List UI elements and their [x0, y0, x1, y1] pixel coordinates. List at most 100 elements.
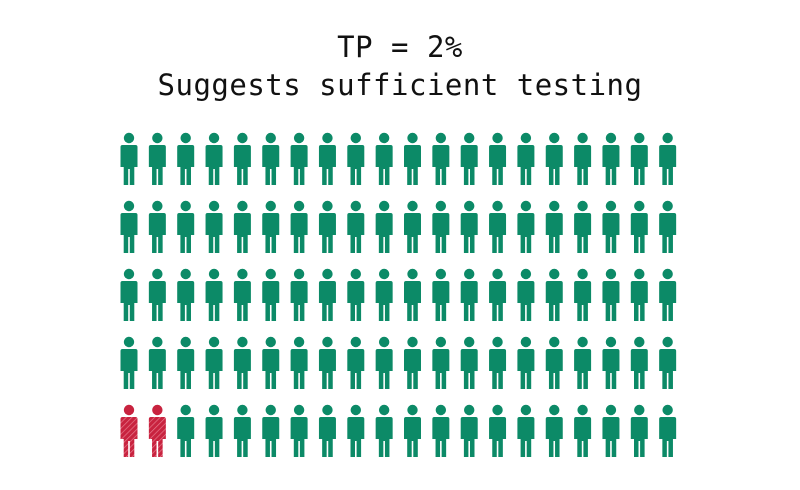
- person-icon: [375, 336, 393, 389]
- person-icon: [602, 336, 620, 389]
- person-icon: [404, 132, 421, 185]
- person-icon: [574, 336, 592, 389]
- person-icon: [262, 268, 280, 321]
- person-icon-highlighted: [120, 404, 138, 457]
- person-icon: [489, 404, 507, 457]
- person-icon: [262, 404, 280, 457]
- person-icon: [233, 132, 251, 185]
- person-icon: [432, 132, 450, 185]
- person-icon: [545, 200, 563, 253]
- person-icon: [318, 336, 336, 389]
- person-icon: [262, 336, 280, 389]
- person-icon: [205, 404, 223, 457]
- person-icon: [545, 404, 563, 457]
- person-icon: [375, 268, 393, 321]
- person-icon: [177, 268, 195, 321]
- person-icon-highlighted: [148, 404, 166, 457]
- person-icon: [659, 404, 677, 457]
- person-icon: [148, 132, 166, 185]
- person-icon: [205, 132, 223, 185]
- title-subtitle: Suggests sufficient testing: [157, 68, 643, 102]
- person-icon: [205, 200, 223, 253]
- person-icon: [120, 200, 138, 253]
- person-icon: [574, 268, 592, 321]
- person-icon: [347, 132, 365, 185]
- person-icon: [574, 200, 592, 253]
- person-icon: [545, 336, 563, 389]
- person-icon: [602, 132, 620, 185]
- person-icon: [489, 200, 507, 253]
- person-icon: [659, 336, 677, 389]
- person-icon: [318, 200, 336, 253]
- person-icon: [545, 268, 563, 321]
- person-icon: [489, 132, 507, 185]
- person-icon: [347, 336, 365, 389]
- person-icon: [460, 200, 478, 253]
- person-icon: [659, 268, 677, 321]
- person-icon: [404, 200, 421, 253]
- person-icon: [318, 132, 336, 185]
- person-icon: [262, 132, 280, 185]
- person-icon: [517, 336, 535, 389]
- person-icon: [120, 132, 138, 185]
- person-icon: [177, 404, 195, 457]
- person-icon: [177, 200, 195, 253]
- person-icon: [375, 132, 393, 185]
- person-icon: [404, 336, 421, 389]
- person-icon: [404, 268, 421, 321]
- person-icon: [517, 132, 535, 185]
- person-icon: [205, 268, 223, 321]
- person-icon: [290, 200, 308, 253]
- person-icon: [659, 132, 677, 185]
- person-icon: [262, 200, 280, 253]
- person-icon: [574, 132, 592, 185]
- person-icon: [517, 268, 535, 321]
- person-icon: [120, 336, 138, 389]
- person-icon: [489, 336, 507, 389]
- person-icon: [432, 336, 450, 389]
- person-icon: [290, 336, 308, 389]
- person-icon: [404, 404, 421, 457]
- person-icon: [347, 404, 365, 457]
- person-icon: [177, 336, 195, 389]
- person-icon: [460, 132, 478, 185]
- person-icon: [375, 404, 393, 457]
- person-icon: [233, 336, 251, 389]
- person-icon: [432, 200, 450, 253]
- person-icon: [233, 268, 251, 321]
- title-block: TP = 2% Suggests sufficient testing: [0, 28, 800, 104]
- person-icon: [460, 404, 478, 457]
- person-icon: [517, 404, 535, 457]
- person-icon: [432, 404, 450, 457]
- person-icon: [148, 336, 166, 389]
- title-tp-value: TP = 2%: [337, 30, 463, 64]
- person-icon: [630, 336, 648, 389]
- person-icon: [148, 268, 166, 321]
- person-icon: [659, 200, 677, 253]
- person-icon: [148, 200, 166, 253]
- person-icon: [177, 132, 195, 185]
- person-icon: [630, 268, 648, 321]
- person-icon: [233, 200, 251, 253]
- person-icon: [347, 200, 365, 253]
- person-icon: [460, 268, 478, 321]
- person-icon: [318, 404, 336, 457]
- person-icon: [602, 268, 620, 321]
- person-icon: [630, 404, 648, 457]
- person-icon: [602, 200, 620, 253]
- person-icon: [432, 268, 450, 321]
- person-icon: [630, 132, 648, 185]
- person-icon: [602, 404, 620, 457]
- person-icon: [460, 336, 478, 389]
- person-icon: [290, 268, 308, 321]
- person-icon: [347, 268, 365, 321]
- person-icon: [233, 404, 251, 457]
- person-icon: [545, 132, 563, 185]
- person-icon: [290, 404, 308, 457]
- person-icon: [574, 404, 592, 457]
- person-icon: [375, 200, 393, 253]
- person-icon: [489, 268, 507, 321]
- person-icon: [517, 200, 535, 253]
- person-icon: [630, 200, 648, 253]
